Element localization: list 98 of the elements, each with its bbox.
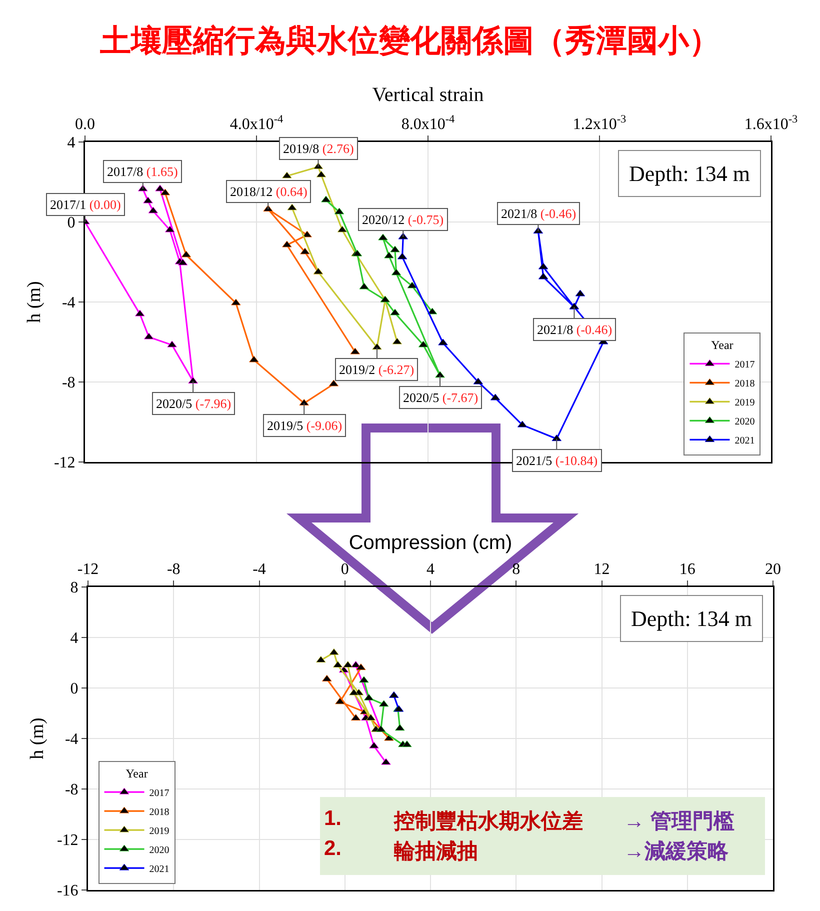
- point: [155, 184, 165, 192]
- point: [249, 356, 259, 362]
- point: [378, 234, 388, 240]
- point: [282, 240, 292, 248]
- point: [350, 348, 360, 354]
- x-tick-label: 20: [765, 561, 781, 578]
- annotation: 2021/8 (-0.46): [537, 322, 612, 337]
- point: [390, 246, 400, 252]
- legend-label: 2019: [149, 826, 170, 837]
- y-tick-label: -16: [56, 882, 78, 900]
- y-tick-label: -8: [62, 374, 76, 392]
- point: [369, 742, 379, 748]
- point: [300, 248, 310, 254]
- annotation: 2018/12 (0.64): [230, 184, 308, 199]
- annotation: 2020/5 (-7.96): [156, 396, 232, 411]
- point: [356, 664, 366, 670]
- point: [287, 204, 297, 210]
- y-tick-label: -12: [56, 832, 78, 850]
- point: [359, 282, 369, 290]
- annotation: 2021/5 (-10.84): [516, 453, 598, 468]
- point: [384, 252, 394, 258]
- x-tick-label: 1.2x10$^{-3}$: [572, 113, 627, 134]
- point: [390, 308, 400, 316]
- point: [231, 298, 241, 306]
- point: [438, 338, 448, 346]
- x-tick-label: 0: [340, 561, 349, 578]
- x-tick-label: 12: [594, 561, 610, 578]
- chart-title: 土壤壓縮行為與水位變化關係圖（秀潭國小）: [99, 22, 720, 58]
- annotation: 輪抽減抽: [394, 839, 479, 865]
- y-tick-label: 8: [70, 580, 78, 597]
- y-tick-label: 4: [67, 134, 76, 152]
- x-tick-label: 16: [679, 561, 696, 578]
- x-tick-label: 1.6x10$^{-3}$: [744, 113, 798, 134]
- legend-label: 2020: [734, 416, 755, 428]
- point: [372, 343, 382, 350]
- point: [282, 172, 292, 178]
- annotation: 2017/1 (0.00): [50, 197, 121, 212]
- annotation: →減緩策略: [624, 839, 730, 865]
- legend-label: 2020: [149, 844, 170, 856]
- y-tick-label: -4: [62, 294, 76, 312]
- point: [302, 230, 312, 238]
- x-tick-label: 4: [426, 561, 434, 578]
- annotation: 1.: [324, 807, 343, 832]
- legend-label: 2017: [734, 360, 755, 371]
- point: [322, 674, 332, 682]
- legend-label: 2018: [734, 378, 755, 390]
- y-tick-label: -8: [64, 782, 78, 799]
- annotation: Depth: 134 m: [629, 161, 750, 186]
- point: [359, 676, 369, 683]
- y-tick-label: 4: [70, 630, 78, 648]
- point: [329, 648, 339, 655]
- point: [299, 398, 309, 406]
- y-tick-label: -12: [54, 454, 76, 472]
- x-tick-label: 8.0x10$^{-4}$: [401, 113, 456, 134]
- point: [135, 310, 145, 316]
- x-tick-label: 8: [512, 561, 520, 578]
- point: [392, 338, 402, 344]
- y-axis-title: h (m): [27, 718, 48, 760]
- point: [143, 196, 153, 204]
- annotation: 2019/5 (-9.06): [267, 418, 342, 433]
- legend-label: 2017: [149, 788, 170, 799]
- legend-title: Year: [711, 338, 734, 352]
- y-axis-title: h (m): [24, 281, 46, 323]
- annotation: 2020/12 (-0.75): [362, 212, 444, 227]
- point: [343, 661, 353, 668]
- legend-label: 2021: [734, 436, 755, 447]
- annotation: 2019/8 (2.76): [283, 141, 354, 156]
- annotation: 2021/8 (-0.46): [501, 206, 576, 221]
- annotation: 2019/2 (-6.27): [339, 362, 414, 377]
- legend-label: 2021: [149, 864, 170, 875]
- point: [402, 740, 412, 748]
- annotation: 2.: [324, 837, 343, 862]
- y-tick-label: -4: [64, 731, 78, 748]
- x-axis-title: Compression (cm): [348, 532, 512, 554]
- annotation: → 管理門檻: [624, 809, 736, 835]
- legend-label: 2019: [734, 398, 755, 409]
- annotation: 2017/8 (1.65): [107, 164, 178, 179]
- x-tick-label: 0.0: [75, 116, 95, 134]
- point: [381, 758, 391, 765]
- point: [321, 196, 331, 202]
- point: [144, 332, 154, 340]
- point: [167, 340, 177, 348]
- legend-label: 2018: [149, 806, 170, 818]
- annotation: Depth: 134 m: [631, 606, 752, 631]
- point: [165, 226, 175, 232]
- point: [188, 376, 198, 384]
- point: [316, 656, 326, 662]
- legend-title: Year: [126, 766, 148, 781]
- x-tick-label: -4: [252, 561, 266, 578]
- x-tick-label: -8: [166, 561, 180, 578]
- point: [552, 434, 562, 442]
- y-tick-label: 0: [67, 214, 76, 232]
- point: [395, 724, 405, 731]
- annotation: 控制豐枯水期水位差: [394, 809, 584, 835]
- y-tick-label: 0: [70, 680, 78, 698]
- annotation: 2020/5 (-7.67): [403, 390, 478, 405]
- x-tick-label: 4.0x10$^{-4}$: [230, 113, 284, 134]
- x-axis-title: Vertical strain: [372, 84, 484, 106]
